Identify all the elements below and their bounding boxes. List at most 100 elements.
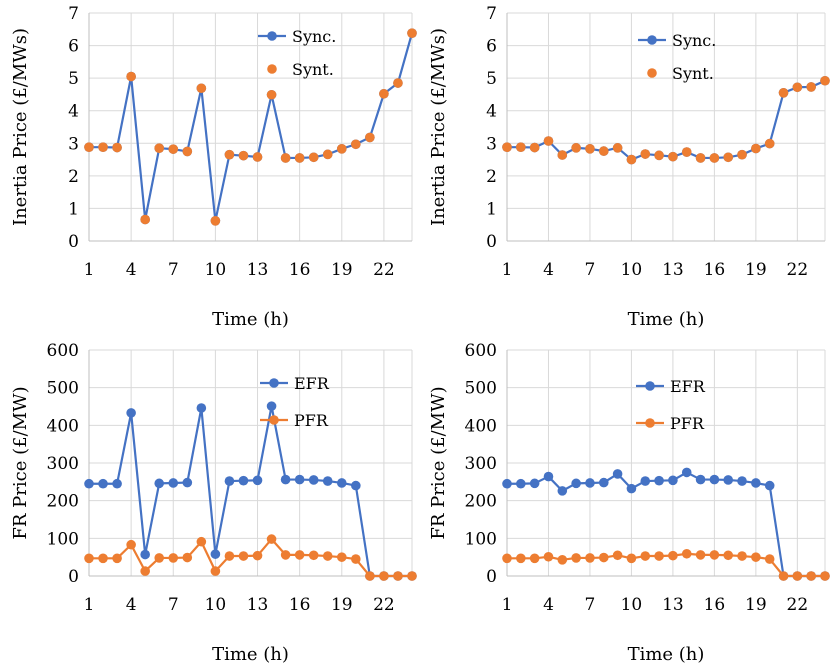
data-point	[585, 553, 595, 563]
data-point	[516, 478, 526, 489]
data-point	[543, 551, 554, 562]
y-tick-label: 4	[68, 102, 79, 122]
data-point	[224, 149, 235, 160]
data-point	[723, 475, 734, 485]
data-point	[681, 147, 692, 157]
series-efr	[84, 401, 417, 581]
x-tick-label: 1	[502, 595, 513, 615]
data-point	[393, 78, 403, 88]
x-tick-label: 13	[662, 260, 684, 280]
x-tick-label: 19	[745, 260, 767, 280]
data-point	[640, 476, 651, 486]
data-point	[557, 555, 568, 565]
data-point	[709, 550, 720, 560]
data-point	[681, 467, 692, 478]
data-point	[266, 89, 277, 100]
y-tick-label: 4	[486, 102, 497, 122]
x-tick-label: 16	[704, 595, 726, 615]
x-tick-label: 13	[247, 595, 269, 615]
data-point	[571, 478, 581, 489]
legend-marker	[647, 35, 657, 45]
series-efr	[502, 467, 830, 581]
series-synt	[84, 28, 417, 226]
data-point	[737, 476, 747, 486]
legend-label: Synt.	[672, 64, 714, 83]
data-point	[238, 551, 249, 561]
y-axis-label: FR Price (£/MW)	[428, 386, 449, 539]
data-point	[379, 571, 389, 581]
y-tick-label: 2	[486, 167, 497, 187]
data-point	[336, 552, 347, 562]
series-synt	[502, 75, 830, 165]
data-point	[612, 469, 623, 479]
data-point	[516, 553, 526, 564]
y-tick-label: 5	[68, 69, 79, 89]
y-tick-label: 600	[47, 341, 79, 361]
series-line	[507, 552, 825, 578]
chart-panel-4: 0 100 200 300 400 500 600 1 4 7 10 13 16 19 22 Time (h)…	[428, 341, 830, 665]
data-point	[196, 83, 207, 94]
data-point	[351, 480, 361, 491]
data-point	[681, 548, 692, 559]
data-point	[98, 142, 108, 152]
x-tick-label: 22	[373, 595, 395, 615]
data-point	[210, 566, 221, 576]
data-point	[709, 153, 720, 163]
y-tick-label: 7	[486, 4, 497, 24]
data-point	[668, 550, 678, 561]
data-point	[695, 153, 706, 163]
data-point	[751, 552, 761, 562]
series-pfr	[84, 534, 417, 581]
data-point	[820, 75, 830, 86]
data-point	[379, 88, 389, 99]
x-tick-label: 16	[289, 595, 311, 615]
series-line	[89, 537, 412, 578]
data-point	[154, 478, 165, 489]
x-axis-label: Time (h)	[212, 644, 289, 665]
data-point	[709, 474, 720, 485]
legend-entry: EFR	[260, 374, 330, 393]
chart-panel-3: 0 100 200 300 400 500 600 1 4 7 10 13 16 19 22 Time (h)…	[10, 341, 417, 665]
x-tick-label: 22	[787, 260, 809, 280]
x-axis-label: Time (h)	[212, 309, 289, 330]
data-point	[266, 401, 277, 411]
series-pfr	[502, 548, 830, 581]
legend-marker	[269, 378, 279, 388]
legend-entry: Synt.	[267, 60, 334, 79]
data-point	[792, 82, 803, 93]
y-tick-label: 400	[465, 416, 497, 436]
y-tick-label: 6	[486, 37, 497, 57]
data-point	[407, 571, 417, 581]
data-point	[571, 143, 581, 153]
data-point	[778, 571, 789, 581]
data-point	[598, 477, 609, 488]
data-point	[182, 552, 193, 563]
data-point	[84, 142, 94, 152]
data-point	[98, 478, 108, 489]
y-tick-label: 5	[486, 69, 497, 89]
x-tick-label: 10	[205, 595, 227, 615]
legend-marker	[645, 381, 655, 391]
x-tick-label: 7	[585, 595, 596, 615]
data-point	[154, 553, 165, 563]
legend-entry: Sync.	[638, 31, 716, 50]
legend-label: Sync.	[292, 27, 336, 46]
data-point	[654, 551, 664, 561]
x-tick-label: 13	[662, 595, 684, 615]
legend-label: Sync.	[672, 31, 716, 50]
data-point	[322, 551, 333, 561]
data-point	[252, 475, 263, 486]
x-tick-label: 1	[502, 260, 513, 280]
data-point	[98, 553, 108, 564]
legend-entry: EFR	[636, 377, 706, 396]
data-point	[543, 136, 554, 146]
x-tick-label: 7	[168, 595, 179, 615]
y-tick-label: 500	[465, 379, 497, 399]
x-tick-label: 22	[787, 595, 809, 615]
x-tick-label: 7	[585, 260, 596, 280]
series-line	[507, 79, 826, 161]
data-point	[322, 149, 333, 160]
data-point	[112, 142, 122, 153]
data-point	[280, 153, 291, 163]
